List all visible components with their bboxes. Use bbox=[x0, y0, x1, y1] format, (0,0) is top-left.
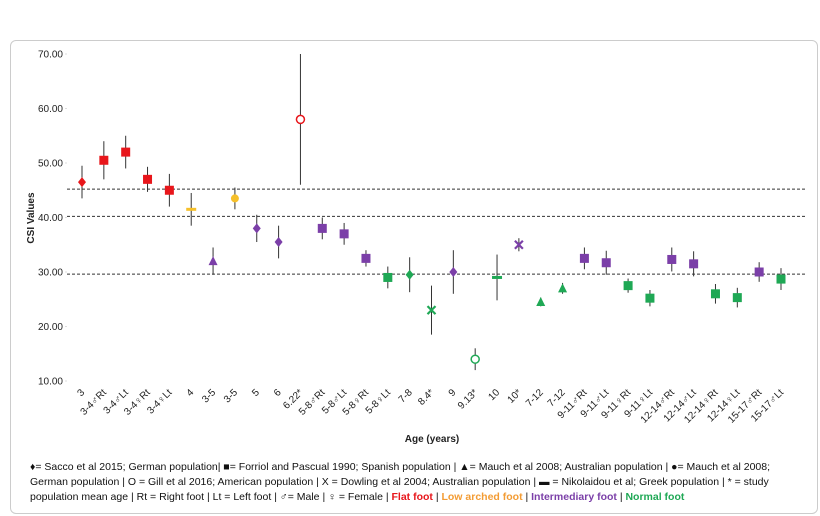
chart: CSI Values Age (years) 10.00 20.00 30.00 40… bbox=[26, 50, 805, 445]
marker bbox=[667, 254, 677, 264]
y-tick-label: 20.00 bbox=[38, 322, 63, 333]
x-tick-label: 3-5 bbox=[200, 387, 218, 405]
legend-text: ♦= Sacco et al 2015; German population| … bbox=[30, 461, 773, 503]
marker bbox=[405, 269, 414, 280]
marker bbox=[143, 174, 153, 184]
marker bbox=[295, 114, 306, 125]
x-tick-label: 5 bbox=[250, 387, 262, 399]
marker bbox=[536, 296, 546, 306]
y-axis-label: CSI Values bbox=[26, 192, 37, 244]
legend-category: Normal foot bbox=[625, 491, 685, 503]
y-tick-label: 60.00 bbox=[38, 104, 63, 115]
marker bbox=[208, 256, 218, 266]
marker bbox=[492, 275, 503, 279]
marker bbox=[339, 229, 349, 239]
x-tick-label: 7-12 bbox=[524, 387, 546, 409]
y-tick-label: 30.00 bbox=[38, 268, 63, 279]
x-tick-label: 10 bbox=[487, 387, 503, 403]
marker bbox=[623, 281, 633, 291]
marker bbox=[121, 147, 131, 157]
marker bbox=[78, 177, 86, 188]
x-tick-label: 6 bbox=[272, 387, 284, 399]
x-tick-label: 4 bbox=[185, 387, 197, 399]
marker bbox=[383, 272, 393, 282]
legend-category: Flat foot bbox=[391, 491, 433, 503]
x-tick-label: 7-8 bbox=[397, 387, 415, 405]
y-tick-label: 10.00 bbox=[38, 377, 63, 388]
legend-text: | bbox=[616, 491, 626, 503]
legend-text: | bbox=[432, 491, 442, 503]
legend-note: ♦= Sacco et al 2015; German population| … bbox=[30, 460, 800, 505]
marker bbox=[186, 207, 197, 211]
marker bbox=[776, 274, 786, 284]
frame bbox=[10, 40, 818, 514]
x-tick-label: 3-5 bbox=[222, 387, 240, 405]
marker bbox=[601, 258, 611, 268]
marker bbox=[164, 185, 174, 195]
marker bbox=[689, 259, 699, 269]
marker bbox=[732, 293, 742, 303]
marker bbox=[230, 194, 239, 203]
legend-category: Low arched foot bbox=[441, 491, 523, 503]
marker bbox=[99, 155, 109, 165]
marker bbox=[274, 237, 283, 248]
marker bbox=[426, 305, 437, 315]
marker bbox=[514, 239, 524, 250]
marker bbox=[645, 293, 655, 303]
x-tick-label: 10* bbox=[506, 387, 524, 405]
y-tick-label: 40.00 bbox=[38, 213, 63, 224]
marker bbox=[710, 289, 720, 299]
marker bbox=[317, 223, 327, 233]
x-tick-label: 5-8♀Lt bbox=[364, 387, 393, 416]
marker bbox=[470, 354, 480, 364]
legend-category: Intermediary foot bbox=[531, 491, 617, 503]
legend-text: | bbox=[522, 491, 532, 503]
marker bbox=[361, 253, 371, 263]
x-tick-label: 3 bbox=[75, 387, 87, 399]
marker bbox=[449, 267, 458, 277]
y-tick-label: 50.00 bbox=[38, 159, 63, 170]
marker bbox=[558, 283, 568, 293]
x-axis-label: Age (years) bbox=[405, 434, 459, 445]
x-tick-label: 8.4* bbox=[416, 387, 436, 407]
marker bbox=[579, 253, 589, 263]
x-tick-label: 3-4♀Lt bbox=[145, 387, 174, 416]
marker bbox=[252, 223, 261, 234]
marker bbox=[754, 267, 764, 277]
y-tick-label: 70.00 bbox=[38, 50, 63, 61]
x-tick-label: 9 bbox=[447, 387, 459, 399]
x-tick-label: 9.13* bbox=[456, 387, 480, 411]
